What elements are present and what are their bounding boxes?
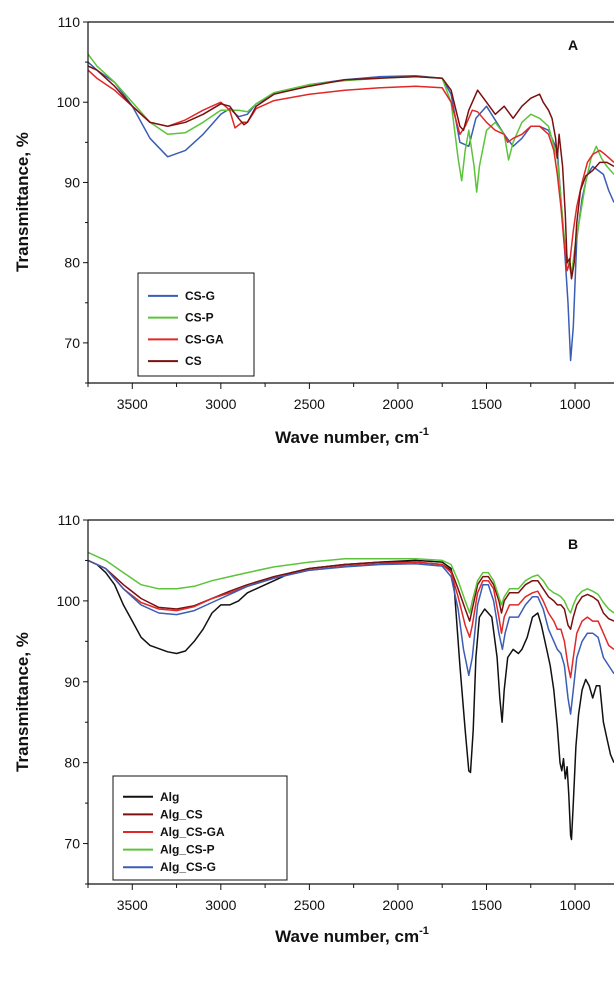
x-axis-title: Wave number, cm-1 <box>275 426 429 447</box>
x-tick-label: 3000 <box>205 396 236 412</box>
legend: Alg Alg_CS Alg_CS-GA Alg_CS-P Alg_CS-G <box>112 775 288 881</box>
legend-label: CS <box>185 354 202 368</box>
y-tick-label: 90 <box>64 674 80 690</box>
y-tick-label: 70 <box>64 836 80 852</box>
series-line-alg-cs-p <box>88 551 614 614</box>
y-tick-label: 70 <box>64 335 80 351</box>
legend-label: Alg_CS-P <box>160 843 215 857</box>
legend-label: Alg_CS-G <box>160 860 216 874</box>
y-axis-title: Transmittance, % <box>13 132 32 272</box>
y-tick-label: 80 <box>64 755 80 771</box>
y-tick-label: 110 <box>58 512 81 528</box>
x-tick-label: 3500 <box>117 396 148 412</box>
series-line-cs-p <box>88 53 614 276</box>
y-tick-label: 100 <box>57 593 81 609</box>
series-line-alg-cs-g <box>88 559 614 715</box>
legend-label: Alg_CS <box>160 807 203 821</box>
legend-box <box>112 775 288 881</box>
panel-label: A <box>568 37 578 53</box>
x-tick-label: 3500 <box>117 897 148 913</box>
x-tick-label: 1000 <box>559 396 590 412</box>
chart-panel-a: 70 80 90 100 110 3500 3000 2500 2000 1500 1000 A Wav… <box>13 14 614 447</box>
legend-label: Alg <box>160 790 179 804</box>
legend-label: CS-P <box>185 311 214 325</box>
series-line-alg <box>88 559 614 841</box>
series-group <box>88 551 614 841</box>
series-line-alg-cs-ga <box>88 559 614 679</box>
y-tick-label: 90 <box>64 174 80 190</box>
series-line-cs-ga <box>88 69 614 272</box>
series-line-cs-g <box>88 61 614 362</box>
y-tick-label: 110 <box>58 14 81 30</box>
x-tick-label: 2000 <box>382 396 413 412</box>
panel-label: B <box>568 536 578 552</box>
series-group <box>88 53 614 362</box>
x-tick-label: 1500 <box>471 897 502 913</box>
y-axis-title: Transmittance, % <box>13 632 32 772</box>
chart-panel-b: 70 80 90 100 110 3500 3000 2500 2000 1500 1000 B Wav… <box>13 512 614 946</box>
series-line-alg-cs <box>88 559 614 630</box>
x-tick-label: 1000 <box>559 897 590 913</box>
legend: CS-G CS-P CS-GA CS <box>137 272 255 377</box>
x-tick-label: 2500 <box>294 396 325 412</box>
x-tick-label: 3000 <box>205 897 236 913</box>
legend-box <box>137 272 255 377</box>
x-axis-title: Wave number, cm-1 <box>275 925 429 946</box>
x-tick-label: 1500 <box>471 396 502 412</box>
series-line-cs <box>88 65 614 280</box>
y-tick-label: 100 <box>57 94 81 110</box>
y-tick-label: 80 <box>64 255 80 271</box>
legend-label: Alg_CS-GA <box>160 825 225 839</box>
x-tick-label: 2500 <box>294 897 325 913</box>
x-tick-label: 2000 <box>382 897 413 913</box>
legend-label: CS-G <box>185 289 215 303</box>
legend-label: CS-GA <box>185 332 224 346</box>
